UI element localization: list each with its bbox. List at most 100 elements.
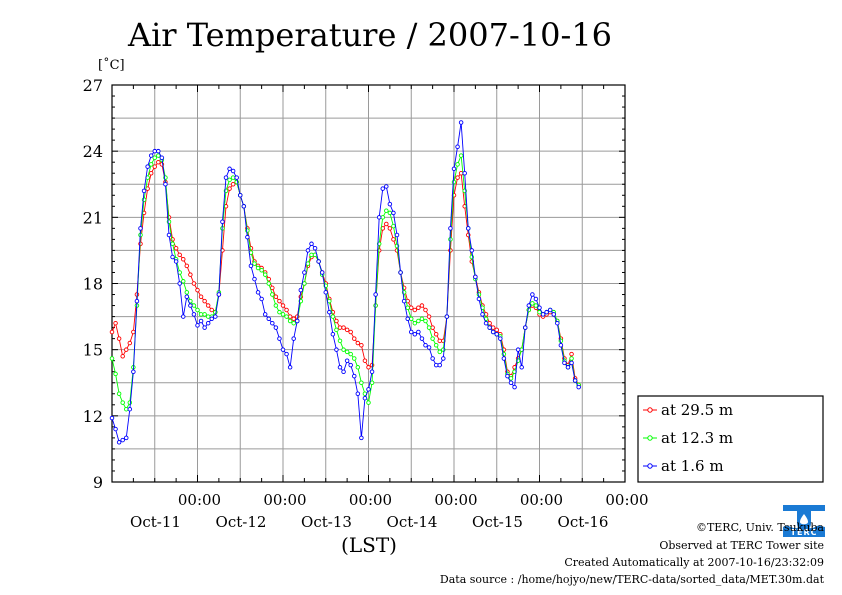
x-axis-label: (LST) xyxy=(341,533,397,557)
y-tick-label: 9 xyxy=(93,473,103,492)
data-point xyxy=(177,252,182,258)
data-point xyxy=(220,219,225,224)
data-point xyxy=(205,320,211,326)
x-tick-time-label: 00:00 xyxy=(434,491,477,509)
data-point xyxy=(398,270,403,275)
data-point xyxy=(202,298,207,304)
data-point xyxy=(437,349,443,355)
chart-title: Air Temperature / 2007-10-16 xyxy=(127,16,612,54)
data-point xyxy=(198,318,204,324)
data-point xyxy=(216,292,222,297)
data-point xyxy=(391,237,396,242)
data-point xyxy=(369,369,375,374)
data-point xyxy=(515,347,521,352)
series-layer xyxy=(109,120,581,445)
data-point xyxy=(270,292,275,297)
data-point xyxy=(558,343,564,348)
x-tick-date-label: Oct-16 xyxy=(558,513,609,531)
legend-label: at 1.6 m xyxy=(661,457,724,475)
data-point xyxy=(512,384,517,390)
legend: at 29.5 m at 12.3 m at 1.6 m xyxy=(637,395,824,483)
x-tick-date-label: Oct-15 xyxy=(472,513,523,531)
data-point xyxy=(359,435,364,441)
data-point xyxy=(401,298,407,304)
data-point xyxy=(437,362,443,368)
terc-logo-mark xyxy=(783,505,825,537)
data-point xyxy=(319,270,325,275)
data-point xyxy=(355,340,361,346)
data-point xyxy=(423,307,428,313)
data-point xyxy=(148,153,154,158)
data-point xyxy=(259,296,264,302)
data-point xyxy=(359,343,364,348)
data-point xyxy=(362,395,368,401)
data-point xyxy=(433,362,439,368)
data-point xyxy=(266,316,272,322)
data-point xyxy=(305,261,311,266)
data-point xyxy=(184,290,190,295)
data-point xyxy=(159,155,165,161)
data-point xyxy=(473,274,478,280)
data-point xyxy=(426,345,432,350)
x-tick-date-label: Oct-11 xyxy=(130,513,181,531)
y-tick-labels: 9 12 15 18 21 24 27 xyxy=(83,76,103,492)
data-point xyxy=(519,365,524,370)
data-point xyxy=(387,201,393,207)
data-point xyxy=(448,226,453,231)
legend-marker xyxy=(647,407,653,413)
x-tick-labels: 00:00 Oct-11 00:00 Oct-12 00:00 Oct-13 00:00 Oc… xyxy=(130,491,649,531)
data-point xyxy=(262,272,268,277)
legend-marker xyxy=(647,435,653,441)
data-point xyxy=(138,226,143,231)
data-point xyxy=(177,281,182,286)
data-point xyxy=(455,175,460,180)
data-point xyxy=(202,325,207,330)
data-point xyxy=(173,245,179,251)
x-tick-date-label: Oct-12 xyxy=(216,513,267,531)
data-point xyxy=(344,358,350,363)
observation-site-text: Observed at TERC Tower site xyxy=(659,539,824,552)
data-point xyxy=(366,365,371,370)
data-point xyxy=(416,305,421,311)
data-point xyxy=(188,303,193,308)
data-point xyxy=(352,356,357,361)
data-point xyxy=(455,162,460,167)
data-point xyxy=(323,290,329,295)
data-point xyxy=(391,210,396,216)
data-point xyxy=(234,175,239,180)
data-point xyxy=(505,373,510,379)
data-point xyxy=(180,279,186,284)
data-point xyxy=(344,349,350,355)
data-point xyxy=(412,307,418,313)
y-tick-label: 18 xyxy=(83,275,103,294)
data-point xyxy=(458,153,464,158)
data-point xyxy=(191,312,197,317)
data-point xyxy=(419,336,425,341)
data-point xyxy=(230,175,236,180)
data-point xyxy=(466,226,471,231)
data-point xyxy=(227,186,232,191)
data-point xyxy=(284,307,289,313)
data-point xyxy=(337,365,343,370)
data-point xyxy=(123,347,129,352)
data-point xyxy=(373,303,378,308)
data-point xyxy=(469,248,475,253)
data-point xyxy=(544,309,549,315)
y-tick-label: 24 xyxy=(83,142,103,161)
data-point xyxy=(298,287,304,293)
data-point xyxy=(327,298,332,304)
data-point xyxy=(330,331,336,337)
data-point xyxy=(213,314,218,319)
data-point xyxy=(152,148,157,154)
data-point xyxy=(280,312,286,317)
data-point xyxy=(352,336,357,341)
data-point xyxy=(241,204,247,209)
data-point xyxy=(562,360,567,366)
data-point xyxy=(266,281,272,286)
y-tick-label: 15 xyxy=(83,341,103,360)
data-point xyxy=(348,362,353,368)
data-point xyxy=(380,215,386,220)
data-point xyxy=(223,175,229,180)
y-axis-unit-label: [˚C] xyxy=(98,57,125,73)
